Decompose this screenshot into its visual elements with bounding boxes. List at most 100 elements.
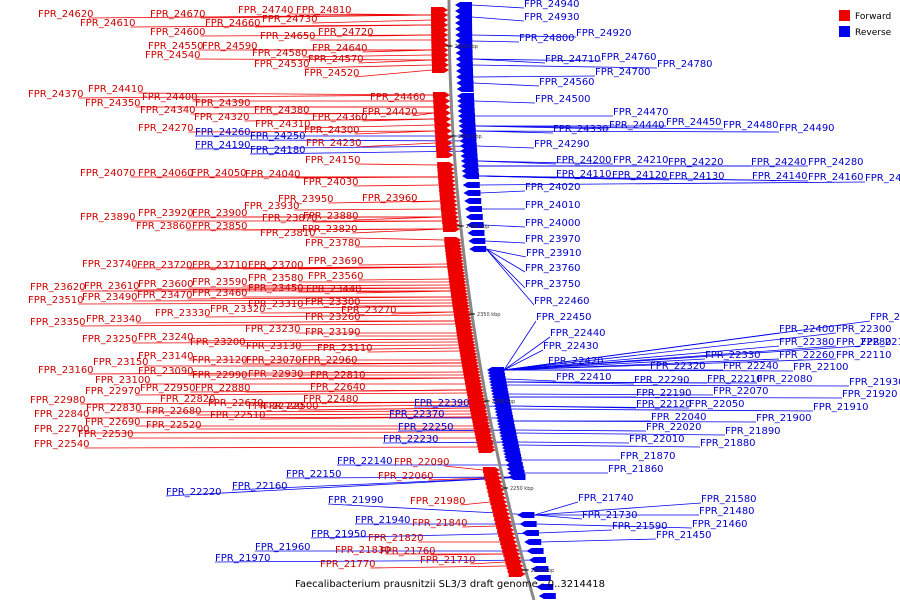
leader-line: [480, 190, 526, 194]
reverse-gene-label: FPR_22230: [383, 434, 439, 445]
reverse-gene-arrow: [519, 521, 537, 527]
forward-gene-label: FPR_23320: [210, 304, 266, 315]
forward-gene-label: FPR_24040: [245, 169, 301, 180]
leader-line: [503, 358, 837, 371]
forward-gene-label: FPR_22950: [140, 383, 196, 394]
reverse-gene-arrow: [464, 206, 482, 212]
leader-line: [472, 34, 577, 38]
forward-gene-label: FPR_24570: [308, 54, 364, 65]
leader-line: [428, 477, 485, 481]
leader-line: [479, 175, 809, 182]
forward-gene-label: FPR_24590: [202, 41, 258, 52]
forward-gene-label: FPR_22480: [303, 394, 359, 405]
genome-backbone: [447, 0, 536, 600]
forward-gene-label: FPR_22820: [160, 394, 216, 405]
leader-line: [486, 248, 526, 289]
reverse-gene-label: FPR_22460: [534, 296, 590, 307]
forward-gene-label: FPR_23890: [80, 212, 136, 223]
leader-line: [132, 299, 452, 302]
forward-gene-label: FPR_23950: [278, 194, 334, 205]
forward-gene-label: FPR_22540: [34, 439, 90, 450]
forward-gene-arrow: [431, 17, 449, 23]
forward-gene-label: FPR_23450: [248, 283, 304, 294]
reverse-gene-label: FPR_21910: [813, 402, 869, 413]
forward-gene-label: FPR_22670: [208, 398, 264, 409]
forward-gene-label: FPR_22840: [34, 409, 90, 420]
forward-gene-label: FPR_23230: [245, 324, 301, 335]
reverse-gene-arrow: [463, 190, 481, 196]
reverse-gene-label: FPR_22410: [556, 372, 612, 383]
leader-line: [84, 431, 475, 434]
leader-line: [362, 49, 432, 53]
leader-line: [506, 381, 758, 384]
forward-gene-label: FPR_24640: [312, 43, 368, 54]
leader-line: [505, 378, 557, 382]
tick-label: 2250 kbp: [510, 486, 534, 492]
reverse-gene-label: FPR_24200: [556, 155, 612, 166]
reverse-gene-label: FPR_22040: [651, 412, 707, 423]
forward-gene-label: FPR_24600: [150, 27, 206, 38]
reverse-gene-arrow: [455, 50, 473, 56]
reverse-gene-arrow: [536, 584, 554, 590]
forward-gene-label: FPR_24320: [194, 112, 250, 123]
leader-line: [471, 4, 525, 9]
leader-line: [354, 130, 435, 135]
reverse-gene-label: FPR_22260: [779, 350, 835, 361]
reverse-gene-arrow: [457, 108, 475, 114]
forward-gene-label: FPR_23960: [362, 193, 418, 204]
reverse-gene-label: FPR_24000: [525, 218, 581, 229]
forward-gene-label: FPR_24540: [145, 50, 201, 61]
reverse-gene-label: FPR_21960: [255, 542, 311, 553]
forward-gene-label: FPR_23810: [260, 228, 316, 239]
leader-line: [138, 92, 433, 96]
forward-gene-label: FPR_23350: [30, 317, 86, 328]
forward-gene-arrow: [435, 146, 453, 152]
reverse-gene-label: FPR_22280: [836, 337, 892, 348]
reverse-gene-label: FPR_24290: [534, 139, 590, 150]
leader-line: [476, 145, 535, 149]
reverse-gene-arrow: [538, 593, 556, 599]
forward-gene-label: FPR_23690: [308, 256, 364, 267]
leader-line: [200, 34, 432, 37]
forward-gene-label: FPR_24660: [205, 18, 261, 29]
leader-line: [304, 112, 434, 115]
forward-gene-arrow: [431, 57, 449, 63]
leader-line: [312, 19, 432, 24]
forward-gene-arrow: [431, 27, 449, 33]
leader-line: [260, 416, 472, 420]
leader-line: [517, 441, 630, 444]
reverse-gene-label: FPR_24940: [524, 0, 580, 10]
forward-gene-label: FPR_23560: [308, 271, 364, 282]
forward-gene-arrow: [434, 116, 452, 122]
forward-gene-label: FPR_23090: [138, 366, 194, 377]
leader-line: [475, 130, 780, 133]
forward-gene-label: FPR_23620: [30, 282, 86, 293]
forward-gene-label: FPR_24410: [88, 84, 144, 95]
forward-gene-label: FPR_23190: [305, 327, 361, 338]
forward-gene-label: FPR_24420: [362, 107, 418, 118]
forward-gene-arrow: [508, 571, 526, 577]
reverse-gene-arrow: [531, 566, 549, 572]
reverse-gene-label: FPR_24710: [545, 54, 601, 65]
leader-line: [503, 332, 780, 371]
forward-gene-arrow: [435, 134, 453, 140]
leader-line: [296, 347, 460, 351]
leader-line: [518, 444, 701, 448]
leader-line: [534, 514, 583, 520]
reverse-gene-label: FPR_24800: [519, 33, 575, 44]
leader-line: [200, 14, 432, 19]
reverse-gene-arrow: [528, 557, 546, 563]
leader-line: [214, 559, 546, 563]
reverse-gene-label: FPR_22450: [536, 312, 592, 323]
forward-gene-label: FPR_23850: [192, 221, 248, 232]
reverse-gene-label: FPR_21740: [578, 493, 634, 504]
forward-gene-label: FPR_22720: [248, 401, 304, 412]
leader-line: [503, 364, 549, 371]
reverse-gene-label: FPR_21940: [355, 515, 411, 526]
reverse-gene-arrow: [456, 74, 474, 80]
leader-line: [503, 369, 794, 372]
leader-line: [353, 184, 439, 187]
leader-line: [358, 278, 450, 281]
forward-gene-label: FPR_23820: [302, 224, 358, 235]
